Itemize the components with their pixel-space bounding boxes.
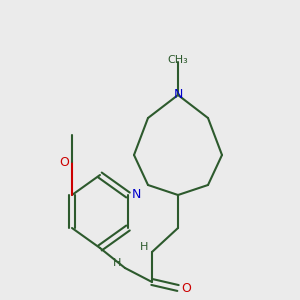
Text: H: H <box>140 242 148 252</box>
Text: CH₃: CH₃ <box>168 55 188 65</box>
Text: N: N <box>173 88 183 101</box>
Text: O: O <box>59 155 69 169</box>
Text: O: O <box>181 281 191 295</box>
Text: N: N <box>131 188 141 202</box>
Text: H: H <box>113 258 121 268</box>
